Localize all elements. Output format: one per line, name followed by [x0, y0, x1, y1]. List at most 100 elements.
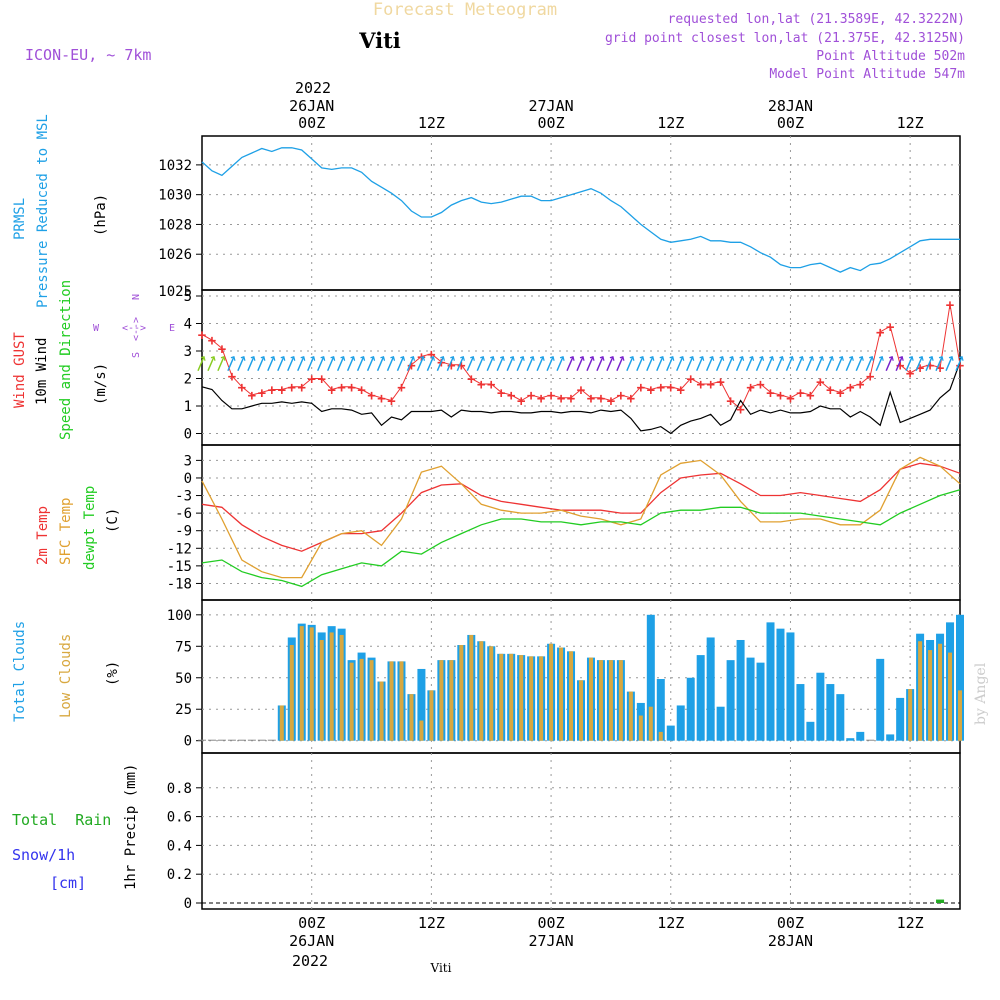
gust-marker: +	[477, 377, 485, 393]
gust-marker: +	[427, 347, 435, 363]
wind-direction-arrow	[257, 356, 265, 372]
ytick-label: 1026	[158, 247, 192, 263]
point-altitude: Point Altitude 502m	[816, 49, 965, 64]
gust-marker: +	[567, 391, 575, 407]
top-time-label: 00Z	[538, 114, 565, 132]
top-time-label: 00Z	[298, 114, 325, 132]
low-cloud-bar	[908, 689, 913, 741]
gust-marker: +	[876, 325, 884, 341]
wind-direction-arrow	[207, 356, 215, 372]
wind-arrow-head	[519, 355, 525, 361]
gust-marker: +	[587, 391, 595, 407]
gust-marker: +	[756, 377, 764, 393]
wind-label: 10m Wind	[34, 338, 50, 405]
low-cloud-bar	[459, 645, 464, 741]
gust-marker: +	[497, 385, 505, 401]
gust-marker: +	[826, 383, 834, 399]
gust-marker: +	[607, 394, 615, 410]
ytick-label: 0	[184, 734, 192, 750]
low-cloud-bar	[369, 660, 374, 741]
gust-marker: +	[268, 383, 276, 399]
total-cloud-bar	[656, 679, 665, 741]
wind-direction-arrow	[945, 356, 953, 372]
wind-arrow-head	[559, 355, 565, 361]
panel-frame	[201, 752, 961, 910]
low-cloud-bar	[339, 634, 344, 741]
total-cloud-bar	[237, 739, 246, 741]
wind-arrow-head	[370, 355, 376, 361]
cloud-unit: (%)	[105, 661, 121, 686]
low-cloud-bar	[958, 690, 962, 741]
wind-arrow-head	[240, 355, 246, 361]
gust-marker: +	[537, 391, 545, 407]
precip-series	[202, 899, 960, 904]
compass-w: W	[93, 323, 100, 334]
ytick-label: 1	[184, 399, 192, 415]
bottom-date-label: 28JAN	[768, 932, 813, 950]
wind-direction-arrow	[436, 356, 445, 372]
total-cloud-bar	[816, 672, 825, 741]
total-cloud-bar	[207, 739, 216, 741]
rain-bar	[936, 899, 945, 903]
wind-direction-arrow	[855, 356, 863, 372]
wind-direction-arrow	[755, 356, 764, 372]
wind-direction-arrow	[546, 356, 554, 372]
wind-direction-arrow	[277, 356, 285, 372]
gust-marker: +	[696, 377, 704, 393]
wind-direction-arrow	[576, 356, 584, 372]
total-cloud-bar	[417, 668, 426, 741]
wind-arrow-head	[739, 355, 745, 361]
total-cloud-bar	[866, 739, 875, 741]
top-year-label: 2022	[295, 79, 331, 97]
gust-marker: +	[647, 383, 655, 399]
gust-marker: +	[228, 369, 236, 385]
ytick-label: 0.2	[167, 867, 192, 883]
low-cloud-bar	[479, 641, 484, 741]
total-cloud-bar	[666, 725, 675, 741]
gust-marker: +	[806, 388, 814, 404]
wind-arrow-head	[250, 355, 256, 361]
gust-marker: +	[706, 377, 714, 393]
wind-direction-arrow	[426, 356, 435, 372]
wind-series: + +++++ + + + + ++ ++ + + + + + ++++ ++ ++ + ++ + + + + + + +++ +…	[197, 297, 964, 435]
wind-arrow-head	[888, 355, 894, 361]
wind-arrow-head	[879, 355, 884, 361]
wind-arrow-head	[220, 355, 226, 361]
wind-direction-arrow	[835, 356, 844, 372]
total-cloud-bar	[826, 684, 835, 741]
gust-marker: +	[637, 380, 645, 396]
low-cloud-bar	[918, 641, 923, 741]
wind-direction-arrow	[336, 356, 345, 372]
ytick-label: 0.8	[167, 781, 192, 797]
wind-arrow-head	[729, 355, 735, 361]
low-cloud-bar	[559, 647, 564, 741]
wind-direction-arrow	[526, 356, 534, 372]
total-cloud-bar	[696, 655, 705, 741]
wind-arrow-head	[420, 355, 426, 361]
total-cloud-bar	[766, 622, 775, 741]
compass-e: E	[169, 323, 175, 334]
wind-arrow-head	[719, 355, 725, 361]
gust-marker: +	[397, 380, 405, 396]
gust-marker: +	[736, 402, 744, 418]
gust-marker: +	[716, 374, 724, 390]
low-cloud-bar	[658, 731, 663, 741]
low-cloud-bar	[608, 660, 613, 741]
wind-arrow-head	[908, 355, 914, 361]
wind-arrow-head	[280, 355, 286, 361]
low-clouds-label: Low Clouds	[58, 634, 74, 718]
low-cloud-bar	[579, 680, 583, 741]
wind-direction-arrow	[267, 356, 275, 372]
wind-direction-arrow	[197, 356, 205, 372]
ytick-label: 4	[184, 317, 192, 333]
wind-direction-arrow	[456, 356, 465, 372]
wind-arrow-head	[260, 355, 266, 361]
total-cloud-bar	[706, 637, 715, 741]
gust-marker: +	[457, 358, 465, 374]
wind-arrow-head	[410, 355, 416, 361]
top-date-label: 28JAN	[768, 97, 813, 115]
wind-direction-arrow	[516, 356, 524, 372]
wind-direction-arrow	[446, 356, 455, 372]
total-cloud-bar	[796, 684, 805, 741]
